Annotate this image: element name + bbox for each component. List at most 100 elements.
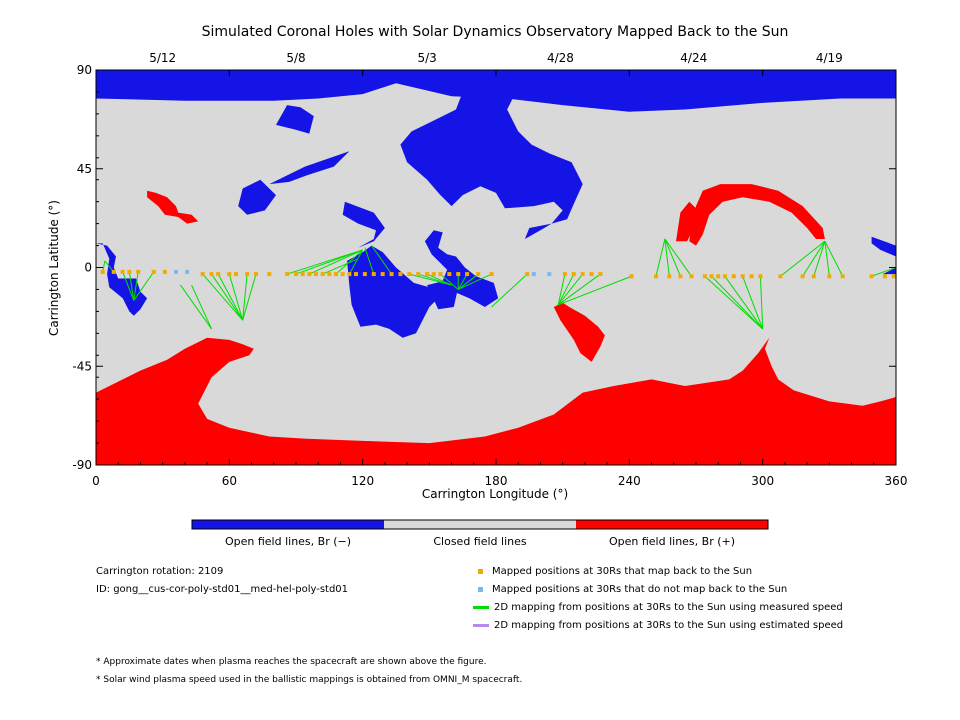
mapped-point-31	[407, 272, 412, 277]
unmapped-point-3	[547, 272, 552, 277]
measured-mapping-line-46	[802, 240, 826, 277]
measured-mapping-line-10	[242, 274, 248, 321]
negative-polarity-region-11	[882, 267, 896, 275]
measured-mapping-line-48	[824, 241, 830, 277]
mapped-point-65	[869, 274, 874, 279]
mapped-point-52	[702, 274, 707, 279]
footnote-speed: * Solar wind plasma speed used in the ba…	[96, 675, 523, 685]
mapped-point-62	[811, 274, 816, 279]
mapped-point-11	[234, 272, 238, 277]
x-tick-label-3: 180	[485, 474, 508, 488]
y-axis-label: Carrington Latitude (°)	[47, 200, 61, 336]
mapped-point-43	[571, 272, 576, 277]
mapped-point-19	[314, 272, 318, 277]
measured-mapping-line-29	[458, 273, 492, 290]
x-tick-label-2: 120	[351, 474, 374, 488]
mapped-point-59	[758, 274, 763, 279]
mapped-point-66	[882, 274, 887, 279]
measured-mapping-line-14	[286, 249, 363, 275]
x-axis-label: Carrington Longitude (°)	[422, 487, 568, 501]
y-tick-label-2: 0	[84, 261, 92, 275]
measured-mapping-line-38	[664, 238, 681, 277]
measured-mapping-line-4	[133, 271, 139, 301]
mapped-point-64	[840, 274, 845, 279]
measured-mapping-line-13	[191, 284, 213, 330]
top-date-label-5: 4/19	[816, 51, 843, 65]
x-tick-label-0: 0	[92, 474, 100, 488]
mapped-point-30	[398, 272, 403, 277]
negative-polarity-region-3	[269, 151, 350, 185]
model-id: ID: gong__cus-cor-poly-std01__med-hel-po…	[96, 584, 349, 595]
mapped-point-2	[120, 269, 125, 274]
mapped-point-4	[136, 269, 141, 274]
mapped-point-1	[111, 269, 116, 274]
measured-mapping-line-42	[724, 275, 764, 330]
top-date-label-3: 4/28	[547, 51, 574, 65]
mapped-point-53	[709, 274, 714, 279]
mapped-point-22	[334, 272, 338, 277]
mapped-point-7	[200, 272, 205, 277]
mapped-point-46	[598, 272, 603, 277]
x-tick-label-1: 60	[222, 474, 237, 488]
legend-measured-label: 2D mapping from positions at 30Rs to the…	[494, 602, 843, 613]
measured-mapping-line-8	[217, 273, 244, 321]
x-tick-label-4: 240	[618, 474, 641, 488]
measured-mapping-line-44	[759, 276, 764, 329]
mapped-point-26	[362, 272, 367, 277]
mapped-point-18	[307, 272, 312, 277]
measured-mapping-line-32	[557, 273, 575, 306]
measured-mapping-line-49	[824, 240, 844, 277]
measured-mapping-line-40	[704, 275, 764, 330]
measured-mapping-line-30	[491, 273, 528, 308]
mapped-point-38	[465, 272, 470, 277]
negative-polarity-region-4	[238, 179, 276, 215]
mapped-point-21	[327, 272, 332, 277]
unmapped-point-1	[185, 269, 190, 274]
measured-mapping-line-28	[457, 273, 479, 290]
measured-mapping-line-20	[364, 247, 375, 275]
measured-mapping-line-37	[664, 238, 670, 277]
mapped-point-6	[162, 269, 167, 274]
unmapped-point-0	[174, 269, 178, 274]
x-tick-label-5: 300	[751, 474, 774, 488]
legend-unmapped: Mapped positions at 30Rs that do not map…	[478, 584, 787, 595]
negative-polarity-region-5	[342, 201, 385, 248]
x-tick-label-6: 360	[885, 474, 908, 488]
measured-mapping-line-25	[440, 273, 459, 290]
colorbar-frame	[191, 519, 769, 530]
mapped-point-8	[209, 272, 214, 277]
mapped-point-58	[749, 274, 754, 279]
negative-polarity-region-10	[871, 236, 896, 257]
mapped-point-23	[340, 272, 345, 277]
mapped-point-29	[389, 272, 394, 277]
negative-polarity-region-8	[356, 289, 390, 318]
positive-polarity-region-16	[147, 190, 199, 224]
mapped-point-49	[667, 274, 672, 279]
mapped-point-17	[300, 272, 305, 277]
measured-mapping-line-12	[180, 284, 212, 330]
measured-mapping-line-36	[655, 238, 666, 277]
mapped-point-10	[227, 272, 232, 277]
mapped-point-15	[285, 272, 290, 277]
footnote-dates: * Approximate dates when plasma reaches …	[96, 657, 487, 667]
measured-mapping-line-18	[335, 249, 364, 275]
positive-polarity-region-13	[553, 302, 605, 362]
measured-mapping-line-27	[457, 273, 468, 290]
legend-estimated-label: 2D mapping from positions at 30Rs to the…	[494, 620, 844, 631]
mapped-point-42	[562, 272, 567, 277]
unmapped-marker-swatch	[478, 586, 483, 592]
mapped-point-47	[629, 274, 634, 279]
measured-mapping-line-43	[742, 276, 764, 330]
mapped-marker-swatch	[478, 568, 483, 574]
colorbar-label-2: Open field lines, Br (+)	[609, 535, 735, 548]
mapped-point-61	[800, 274, 805, 279]
mapped-point-39	[476, 272, 481, 277]
carrington-rotation: Carrington rotation: 2109	[96, 566, 224, 577]
mapped-point-0	[100, 269, 105, 274]
mapped-point-13	[254, 272, 258, 277]
mapped-point-25	[354, 272, 358, 277]
positive-polarity-region-14	[689, 184, 825, 246]
mapped-point-40	[489, 272, 494, 277]
top-date-label-0: 5/12	[149, 51, 176, 65]
